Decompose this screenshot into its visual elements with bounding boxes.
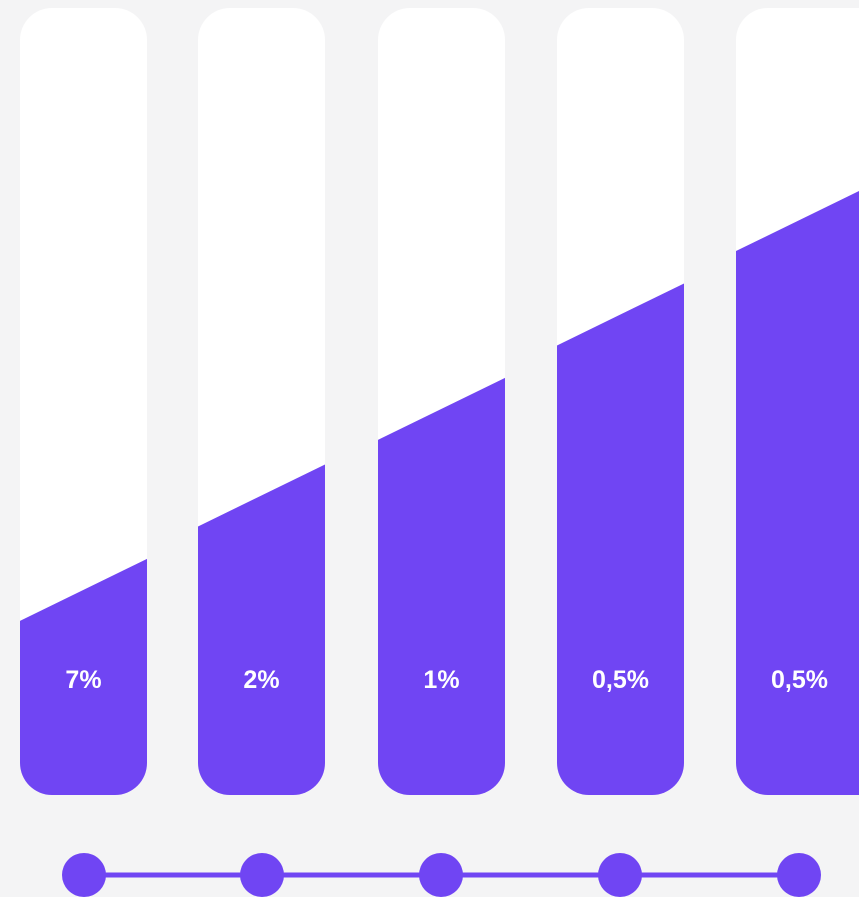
bar-label-1: 7% xyxy=(65,666,101,694)
bar-fill-4 xyxy=(557,283,684,795)
timeline-node-5 xyxy=(777,853,821,897)
bar-label-2: 2% xyxy=(243,666,279,694)
bar-fill-2 xyxy=(198,464,325,795)
bar-fill-1 xyxy=(20,558,147,795)
timeline-node-4 xyxy=(598,853,642,897)
timeline-node-1 xyxy=(62,853,106,897)
bar-label-3: 1% xyxy=(423,666,459,694)
timeline-node-2 xyxy=(240,853,284,897)
bar-1 xyxy=(20,8,147,795)
bar-label-4: 0,5% xyxy=(592,666,649,694)
bar-3 xyxy=(378,8,505,795)
bar-fill-5 xyxy=(736,189,859,795)
bar-2 xyxy=(198,8,325,795)
bar-5 xyxy=(736,8,859,795)
timeline-node-3 xyxy=(419,853,463,897)
bar-fill-3 xyxy=(378,377,505,795)
bar-label-5: 0,5% xyxy=(771,666,828,694)
bar-4 xyxy=(557,8,684,795)
